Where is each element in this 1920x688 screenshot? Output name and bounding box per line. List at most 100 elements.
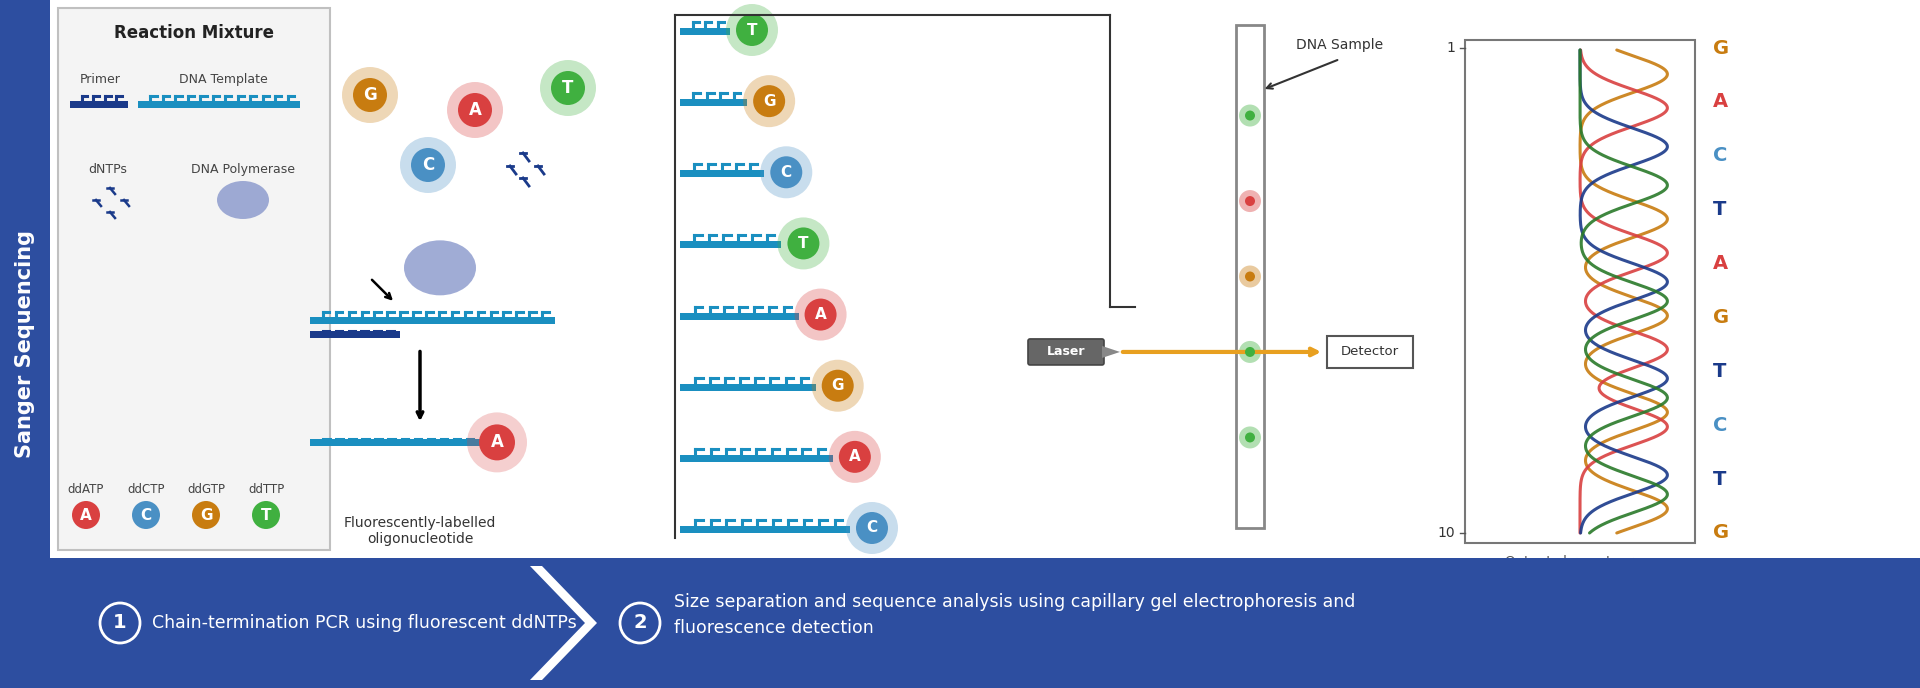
Circle shape — [1244, 347, 1256, 357]
Polygon shape — [530, 566, 597, 680]
Text: A: A — [492, 433, 503, 451]
Text: Size separation and sequence analysis using capillary gel electrophoresis and
fl: Size separation and sequence analysis us… — [674, 593, 1356, 637]
Circle shape — [735, 14, 768, 46]
Circle shape — [829, 431, 881, 483]
Circle shape — [342, 67, 397, 123]
FancyBboxPatch shape — [1236, 25, 1263, 528]
Circle shape — [856, 512, 889, 544]
Text: T: T — [1713, 470, 1726, 488]
Text: T: T — [1713, 362, 1726, 381]
Circle shape — [753, 85, 785, 117]
Text: G: G — [363, 86, 376, 104]
Text: T: T — [1713, 200, 1726, 219]
FancyBboxPatch shape — [58, 8, 330, 550]
Circle shape — [551, 71, 586, 105]
Text: G: G — [1713, 524, 1730, 543]
FancyBboxPatch shape — [50, 558, 1920, 688]
FancyBboxPatch shape — [1027, 339, 1104, 365]
FancyBboxPatch shape — [1327, 336, 1413, 368]
Circle shape — [1244, 272, 1256, 281]
Text: Sanger Sequencing: Sanger Sequencing — [15, 230, 35, 458]
Text: ddATP: ddATP — [67, 483, 104, 496]
Text: dNTPs: dNTPs — [88, 163, 127, 176]
Text: Primer: Primer — [79, 73, 121, 86]
Circle shape — [804, 299, 837, 330]
Text: T: T — [747, 23, 756, 38]
Circle shape — [812, 360, 864, 411]
Text: 10: 10 — [1438, 526, 1455, 540]
Text: C: C — [866, 521, 877, 535]
Text: G: G — [831, 378, 845, 394]
Text: T: T — [563, 79, 574, 97]
Text: ddCTP: ddCTP — [127, 483, 165, 496]
FancyBboxPatch shape — [680, 241, 781, 248]
Text: ddTTP: ddTTP — [248, 483, 284, 496]
Text: Fluorescently-labelled
oligonucleotide: Fluorescently-labelled oligonucleotide — [344, 516, 495, 546]
Text: DNA Polymerase: DNA Polymerase — [190, 163, 296, 176]
Circle shape — [726, 4, 778, 56]
Circle shape — [353, 78, 388, 112]
FancyBboxPatch shape — [680, 312, 799, 319]
Circle shape — [1238, 105, 1261, 127]
Circle shape — [252, 501, 280, 529]
Circle shape — [73, 501, 100, 529]
FancyBboxPatch shape — [309, 331, 399, 338]
Circle shape — [1238, 427, 1261, 449]
FancyBboxPatch shape — [0, 0, 50, 688]
Polygon shape — [1102, 346, 1119, 358]
Circle shape — [760, 147, 812, 198]
Text: T: T — [261, 508, 271, 522]
Text: DNA Template: DNA Template — [179, 73, 267, 86]
Text: DNA Sample: DNA Sample — [1296, 38, 1384, 52]
Ellipse shape — [403, 240, 476, 295]
Text: A: A — [1713, 92, 1728, 111]
Circle shape — [795, 288, 847, 341]
FancyBboxPatch shape — [69, 101, 129, 108]
Circle shape — [399, 137, 457, 193]
Text: ddGTP: ddGTP — [186, 483, 225, 496]
Text: 1: 1 — [1446, 41, 1455, 55]
Circle shape — [447, 82, 503, 138]
Text: A: A — [468, 101, 482, 119]
Circle shape — [540, 60, 595, 116]
Text: Detector: Detector — [1340, 345, 1400, 358]
Text: Chain-termination PCR using fluorescent ddNTPs: Chain-termination PCR using fluorescent … — [152, 614, 576, 632]
FancyBboxPatch shape — [138, 101, 300, 108]
Text: Laser: Laser — [1046, 345, 1085, 358]
Text: C: C — [422, 156, 434, 174]
Text: 2: 2 — [634, 614, 647, 632]
Text: C: C — [1713, 416, 1728, 435]
Circle shape — [847, 502, 899, 554]
Text: Output chromatogram: Output chromatogram — [1505, 555, 1655, 568]
Text: G: G — [1713, 39, 1730, 58]
Circle shape — [1244, 111, 1256, 120]
Text: T: T — [799, 236, 808, 251]
Text: A: A — [814, 307, 826, 322]
Circle shape — [132, 501, 159, 529]
Circle shape — [467, 412, 526, 473]
Text: C: C — [1713, 147, 1728, 165]
Circle shape — [1238, 266, 1261, 288]
Circle shape — [743, 75, 795, 127]
FancyBboxPatch shape — [50, 0, 1920, 558]
Circle shape — [459, 93, 492, 127]
Text: A: A — [849, 449, 860, 464]
FancyBboxPatch shape — [1465, 40, 1695, 543]
Text: A: A — [81, 508, 92, 522]
Circle shape — [192, 501, 221, 529]
FancyBboxPatch shape — [680, 28, 730, 35]
Circle shape — [1238, 190, 1261, 212]
Circle shape — [822, 369, 854, 402]
FancyBboxPatch shape — [680, 455, 833, 462]
FancyBboxPatch shape — [680, 526, 851, 533]
Text: Reaction Mixture: Reaction Mixture — [113, 24, 275, 42]
Text: C: C — [140, 508, 152, 522]
Circle shape — [1244, 196, 1256, 206]
Text: 1: 1 — [113, 614, 127, 632]
Circle shape — [839, 441, 872, 473]
FancyBboxPatch shape — [680, 171, 764, 178]
Circle shape — [1238, 341, 1261, 363]
Circle shape — [787, 228, 820, 259]
Text: A: A — [1713, 254, 1728, 273]
Ellipse shape — [217, 181, 269, 219]
